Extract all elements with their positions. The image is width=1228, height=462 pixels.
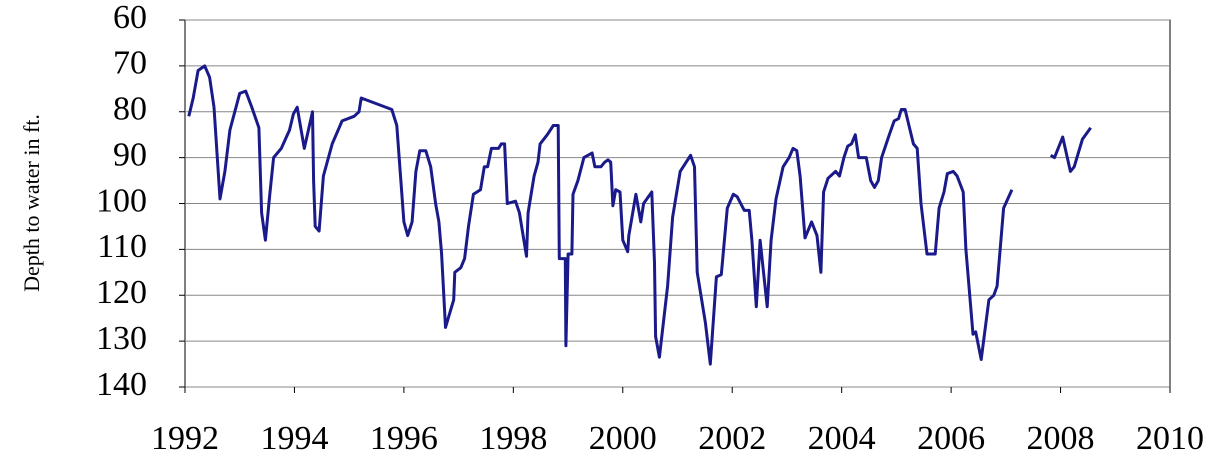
y-tick-label: 100 — [96, 182, 147, 219]
y-tick-label: 130 — [96, 320, 147, 357]
y-tick-label: 140 — [96, 366, 147, 403]
y-axis-label: Depth to water in ft. — [19, 114, 44, 292]
x-tick-label: 2010 — [1136, 420, 1204, 457]
y-tick-label: 70 — [113, 45, 147, 82]
y-tick-label: 120 — [96, 274, 147, 311]
x-tick-label: 1994 — [260, 420, 328, 457]
x-tick-label: 1992 — [151, 420, 219, 457]
y-tick-label: 90 — [113, 136, 147, 173]
x-tick-label: 2008 — [1027, 420, 1095, 457]
x-tick-label: 1998 — [479, 420, 547, 457]
x-tick-label: 2002 — [698, 420, 766, 457]
data-line — [187, 64, 1092, 366]
y-tick-label: 80 — [113, 91, 147, 128]
y-tick-label: 60 — [113, 0, 147, 36]
y-tick-label: 110 — [97, 228, 147, 265]
x-tick-label: 2000 — [589, 420, 657, 457]
x-tick-label: 2006 — [917, 420, 985, 457]
x-tick-label: 1996 — [370, 420, 438, 457]
x-tick-label: 2004 — [808, 420, 876, 457]
